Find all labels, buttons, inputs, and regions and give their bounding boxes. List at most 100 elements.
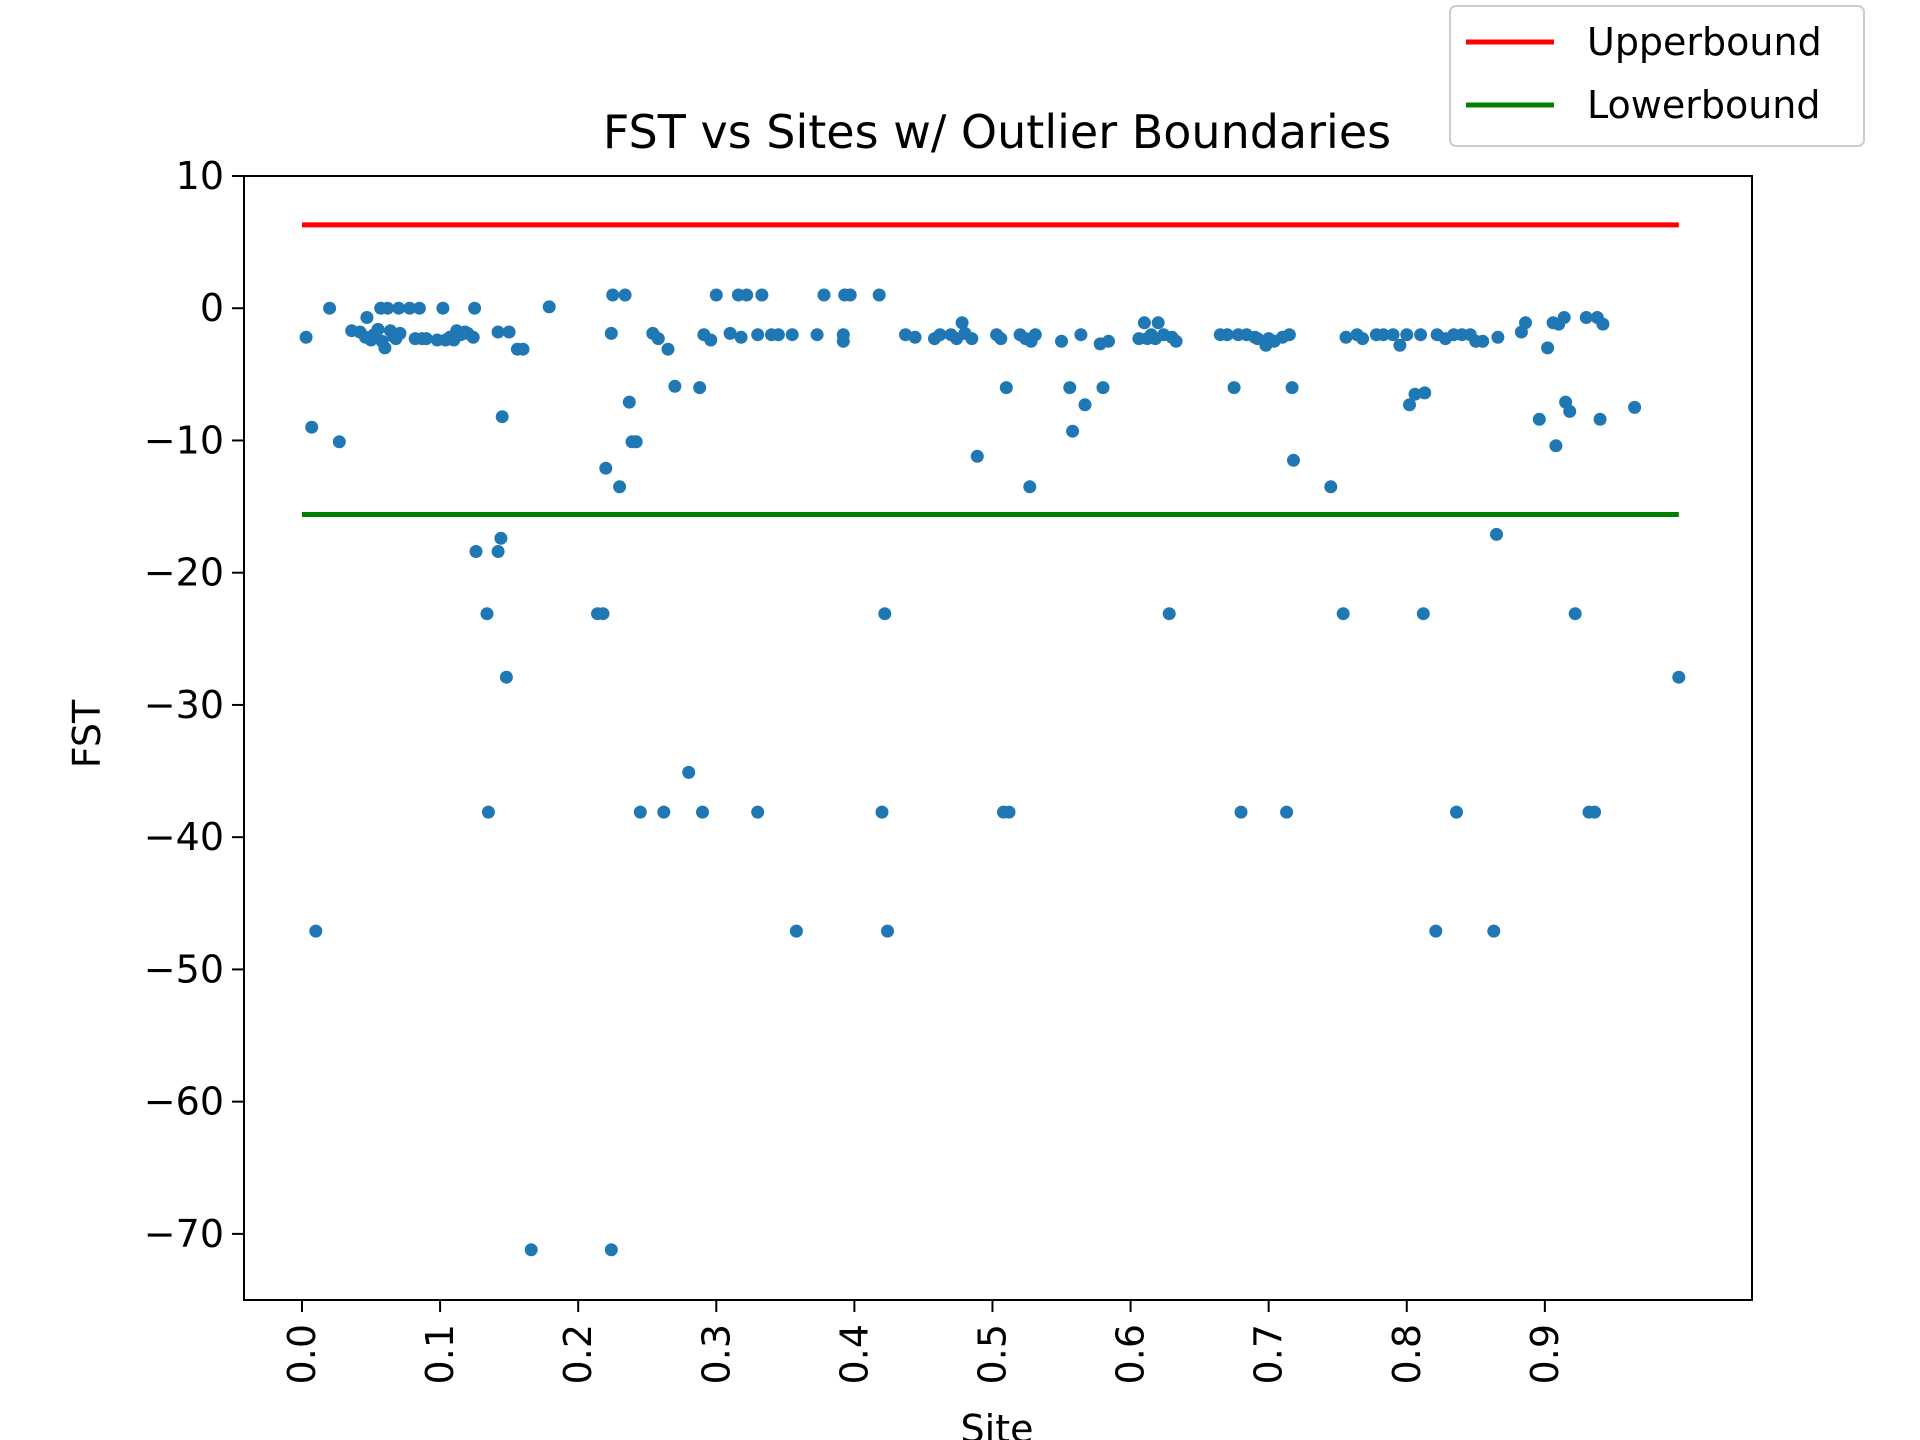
data-point xyxy=(1002,805,1016,819)
data-point xyxy=(1418,386,1432,400)
data-point xyxy=(392,301,406,315)
data-point xyxy=(1588,805,1602,819)
data-point xyxy=(1491,330,1505,344)
data-point xyxy=(1596,317,1610,331)
x-tick-label: 0.8 xyxy=(1385,1324,1429,1384)
data-point xyxy=(378,341,392,355)
data-point xyxy=(1324,480,1338,494)
y-tick-label: −50 xyxy=(144,947,224,991)
data-point xyxy=(606,288,620,302)
data-point xyxy=(1628,400,1642,414)
data-point xyxy=(1078,398,1092,412)
plot-area xyxy=(299,222,1686,1257)
data-point xyxy=(1557,311,1571,324)
data-point xyxy=(740,288,754,302)
data-point xyxy=(491,325,505,339)
data-point xyxy=(933,328,947,342)
data-point xyxy=(970,449,984,463)
data-point xyxy=(542,300,556,314)
data-point xyxy=(1102,334,1115,348)
x-tick-label: 0.4 xyxy=(832,1324,876,1384)
data-point xyxy=(836,334,850,348)
data-point xyxy=(604,1243,618,1257)
data-point xyxy=(709,288,723,302)
plot-frame xyxy=(243,175,1753,1301)
y-tick-label: −30 xyxy=(144,683,224,727)
data-point xyxy=(682,765,696,779)
data-point xyxy=(696,805,709,819)
data-point xyxy=(994,332,1008,346)
data-point xyxy=(495,410,509,424)
data-point xyxy=(629,435,643,449)
data-point xyxy=(1234,805,1248,819)
data-point xyxy=(381,301,395,315)
data-point xyxy=(1162,607,1176,621)
data-point xyxy=(494,531,508,545)
data-point xyxy=(1416,607,1430,621)
data-point xyxy=(908,330,922,344)
data-point xyxy=(1408,387,1422,401)
data-point xyxy=(502,325,516,339)
data-point xyxy=(771,328,785,342)
data-point xyxy=(299,330,313,344)
data-point xyxy=(723,326,737,340)
data-point xyxy=(1593,412,1607,426)
data-point xyxy=(412,301,426,315)
data-point xyxy=(1532,412,1546,426)
data-point xyxy=(751,328,765,342)
data-point xyxy=(1227,381,1241,395)
legend-lowerbound-label: Lowerbound xyxy=(1587,83,1821,127)
y-tick-label: 10 xyxy=(176,154,224,198)
data-point xyxy=(1151,316,1165,330)
x-tick-label: 0.9 xyxy=(1523,1324,1567,1384)
data-point xyxy=(1137,316,1151,330)
data-point xyxy=(618,288,632,302)
x-tick-label: 0.3 xyxy=(694,1324,738,1384)
data-point xyxy=(817,288,831,302)
data-point xyxy=(1487,924,1501,938)
data-point xyxy=(1376,328,1390,342)
data-point xyxy=(393,326,407,340)
x-tick-label: 0.1 xyxy=(418,1324,462,1384)
data-point xyxy=(999,381,1013,395)
data-point xyxy=(755,288,769,302)
data-point xyxy=(332,435,346,449)
x-tick-label: 0.2 xyxy=(556,1324,600,1384)
data-point xyxy=(1541,341,1555,355)
data-point xyxy=(1490,527,1503,541)
data-point xyxy=(633,805,647,819)
data-point xyxy=(469,545,483,558)
data-point xyxy=(1429,924,1443,938)
data-point xyxy=(1063,381,1077,395)
data-point xyxy=(480,607,494,621)
data-point xyxy=(516,342,530,356)
y-tick-label: −70 xyxy=(144,1212,224,1256)
data-point xyxy=(1220,328,1234,342)
data-point xyxy=(1400,328,1414,342)
data-point xyxy=(881,924,894,938)
data-point xyxy=(843,288,857,302)
data-point xyxy=(965,332,979,346)
data-point xyxy=(704,333,718,347)
legend: Upperbound Lowerbound xyxy=(1449,5,1865,147)
data-point xyxy=(751,805,765,819)
data-point xyxy=(599,461,613,475)
data-point xyxy=(810,328,824,342)
data-point xyxy=(468,301,482,315)
data-point xyxy=(481,805,495,819)
data-point xyxy=(1028,328,1042,342)
data-point xyxy=(668,379,682,393)
data-point xyxy=(1403,398,1416,412)
data-point xyxy=(875,805,889,819)
y-tick-label: −40 xyxy=(144,815,224,859)
data-point xyxy=(499,670,513,684)
data-point xyxy=(403,301,417,315)
data-point xyxy=(955,316,969,330)
x-tick-label: 0.7 xyxy=(1247,1324,1291,1384)
data-point xyxy=(622,395,636,409)
data-point xyxy=(1287,453,1300,467)
data-point xyxy=(1579,311,1593,324)
data-point xyxy=(651,332,665,346)
